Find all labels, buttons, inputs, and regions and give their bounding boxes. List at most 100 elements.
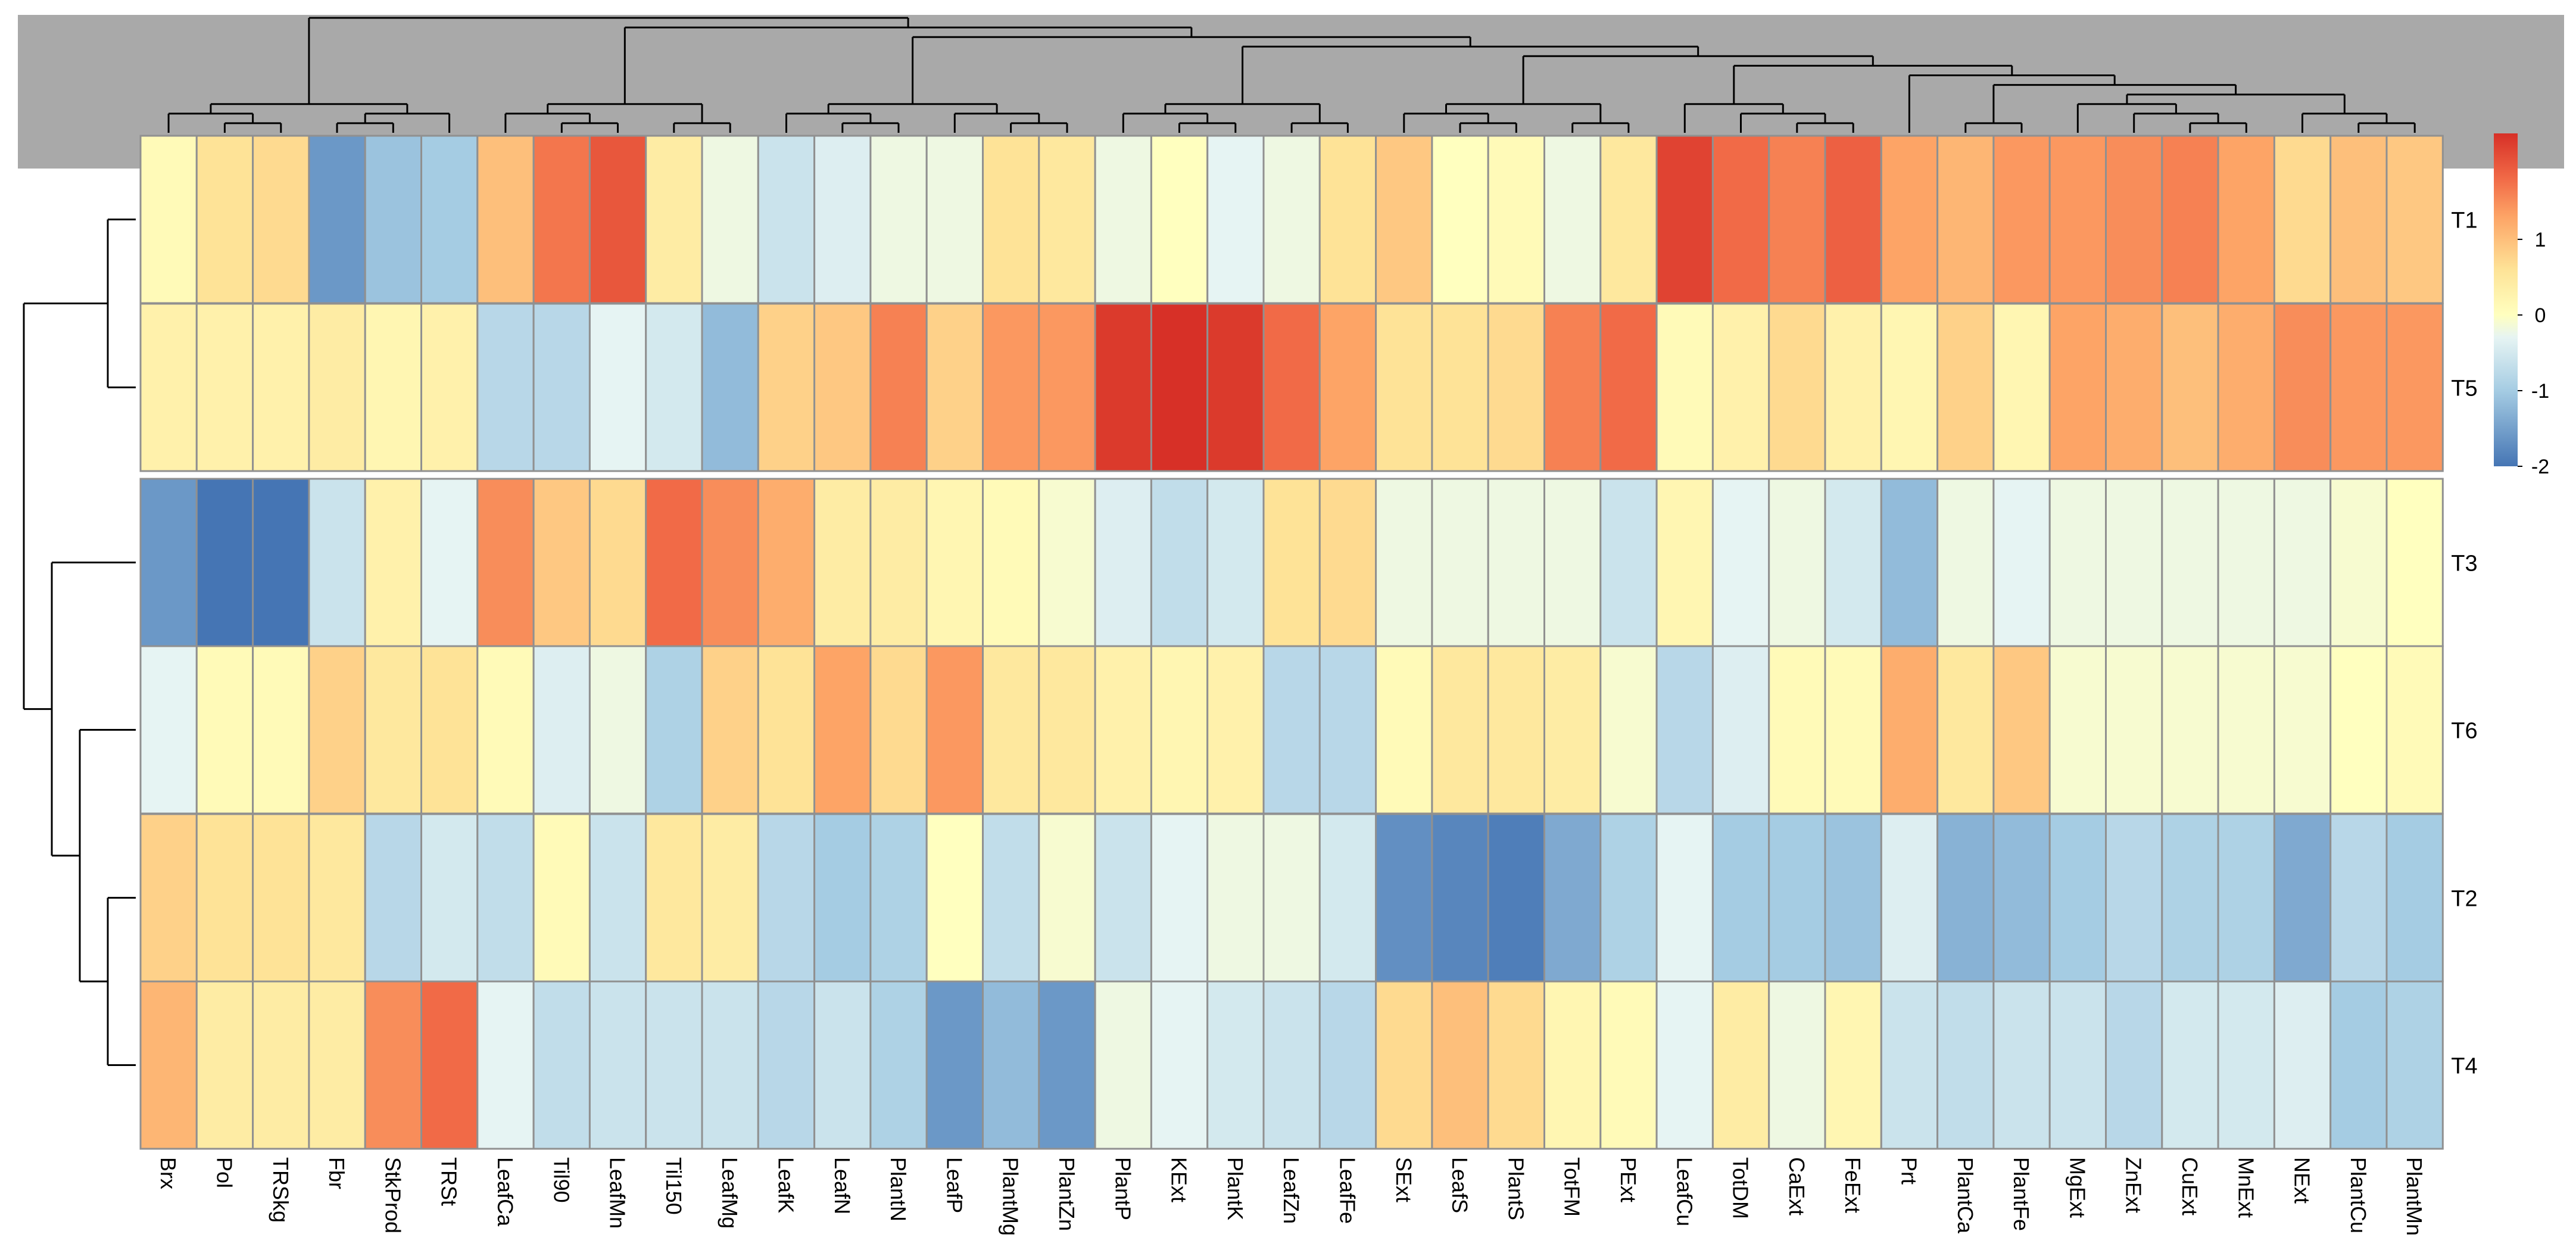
heatmap-cell bbox=[1936, 303, 1995, 472]
heatmap-cell bbox=[1543, 813, 1602, 983]
heatmap-cell bbox=[1262, 478, 1321, 647]
heatmap-cell bbox=[1599, 135, 1658, 304]
heatmap-cell bbox=[1318, 478, 1377, 647]
heatmap-cell bbox=[1543, 980, 1602, 1150]
column-label: CuExt bbox=[2178, 1157, 2202, 1215]
heatmap-cell bbox=[1655, 980, 1714, 1150]
column-label: CaExt bbox=[1785, 1157, 1809, 1215]
legend-color-bar bbox=[2494, 133, 2518, 466]
heatmap-cell bbox=[645, 303, 703, 472]
heatmap-cell bbox=[645, 813, 703, 983]
heatmap-cell bbox=[1768, 813, 1826, 983]
legend-tick-label: 1 bbox=[2535, 229, 2546, 251]
heatmap-cell bbox=[1543, 303, 1602, 472]
heatmap-cell bbox=[2217, 135, 2275, 304]
heatmap-cell bbox=[1206, 478, 1265, 647]
heatmap-cell bbox=[701, 478, 759, 647]
heatmap-cell bbox=[869, 135, 928, 304]
heatmap-cell bbox=[1768, 303, 1826, 472]
heatmap-cell bbox=[588, 645, 647, 815]
heatmap-cell bbox=[1094, 645, 1152, 815]
heatmap-cell bbox=[2048, 645, 2107, 815]
heatmap-cell bbox=[420, 478, 479, 647]
heatmap-cell bbox=[645, 980, 703, 1150]
heatmap-cell bbox=[420, 303, 479, 472]
heatmap-cell bbox=[364, 478, 423, 647]
heatmap-cell bbox=[1768, 478, 1826, 647]
heatmap-cell bbox=[1150, 303, 1209, 472]
column-label: ZnExt bbox=[2122, 1157, 2146, 1213]
heatmap-cell bbox=[1038, 645, 1096, 815]
heatmap-cell bbox=[139, 645, 198, 815]
heatmap-cell bbox=[2329, 478, 2388, 647]
heatmap-cell bbox=[1318, 980, 1377, 1150]
heatmap-cell bbox=[1206, 980, 1265, 1150]
heatmap-cell bbox=[476, 980, 535, 1150]
heatmap-cell bbox=[757, 813, 816, 983]
column-label: PlantCa bbox=[1953, 1157, 1978, 1234]
heatmap-cell bbox=[2329, 645, 2388, 815]
heatmap-cell bbox=[2161, 645, 2219, 815]
heatmap-cell bbox=[1992, 813, 2051, 983]
heatmap-cell bbox=[139, 813, 198, 983]
heatmap-cell bbox=[1487, 303, 1545, 472]
heatmap-cell bbox=[252, 303, 310, 472]
heatmap-cell bbox=[982, 135, 1040, 304]
heatmap-cell bbox=[1543, 645, 1602, 815]
heatmap-cell bbox=[139, 303, 198, 472]
heatmap-cell bbox=[588, 303, 647, 472]
heatmap-cell bbox=[1880, 980, 1939, 1150]
column-label: Til90 bbox=[549, 1157, 573, 1203]
column-label: PlantS bbox=[1504, 1157, 1528, 1220]
heatmap-cell bbox=[308, 303, 366, 472]
heatmap-cell bbox=[1375, 813, 1433, 983]
heatmap-cell bbox=[420, 813, 479, 983]
heatmap-cell bbox=[2048, 980, 2107, 1150]
column-label: FeExt bbox=[1841, 1157, 1865, 1213]
heatmap-cell bbox=[701, 813, 759, 983]
heatmap-cell bbox=[1206, 303, 1265, 472]
heatmap-cell bbox=[2048, 478, 2107, 647]
heatmap-cell bbox=[982, 303, 1040, 472]
heatmap-cell bbox=[1711, 135, 1770, 304]
heatmap-cell bbox=[2329, 813, 2388, 983]
heatmap-cell bbox=[1318, 645, 1377, 815]
heatmap-cell bbox=[1768, 980, 1826, 1150]
heatmap-cell bbox=[813, 303, 872, 472]
heatmap-cell bbox=[420, 645, 479, 815]
row-label: T6 bbox=[2451, 719, 2477, 744]
heatmap-cell bbox=[1262, 303, 1321, 472]
heatmap-cell bbox=[1318, 135, 1377, 304]
heatmap-cell bbox=[645, 478, 703, 647]
heatmap-cell bbox=[139, 478, 198, 647]
heatmap-cell bbox=[1599, 813, 1658, 983]
heatmap-cell bbox=[1431, 645, 1489, 815]
column-label: TotDM bbox=[1729, 1157, 1753, 1219]
heatmap-cell bbox=[1150, 980, 1209, 1150]
heatmap-cell bbox=[2217, 813, 2275, 983]
heatmap-cell bbox=[1655, 813, 1714, 983]
heatmap-cell bbox=[925, 645, 984, 815]
heatmap-cell bbox=[701, 980, 759, 1150]
heatmap-cell bbox=[1599, 303, 1658, 472]
heatmap-cell bbox=[308, 478, 366, 647]
heatmap-cell bbox=[925, 813, 984, 983]
heatmap-cell bbox=[1880, 813, 1939, 983]
heatmap-cell bbox=[1711, 813, 1770, 983]
heatmap-cell bbox=[420, 135, 479, 304]
column-label: Prt bbox=[1897, 1157, 1921, 1185]
heatmap-cell bbox=[1824, 813, 1882, 983]
column-label: PlantCu bbox=[2346, 1157, 2371, 1233]
heatmap-cell bbox=[1824, 478, 1882, 647]
heatmap-cell bbox=[364, 645, 423, 815]
heatmap-cell bbox=[1375, 645, 1433, 815]
heatmap-cell bbox=[982, 980, 1040, 1150]
row-label: T3 bbox=[2451, 551, 2477, 576]
heatmap-cell bbox=[1599, 478, 1658, 647]
heatmap-cell bbox=[2105, 135, 2163, 304]
heatmap-cell bbox=[2329, 135, 2388, 304]
heatmap-cell bbox=[1824, 645, 1882, 815]
heatmap-cell bbox=[1487, 135, 1545, 304]
heatmap-cell bbox=[1150, 135, 1209, 304]
